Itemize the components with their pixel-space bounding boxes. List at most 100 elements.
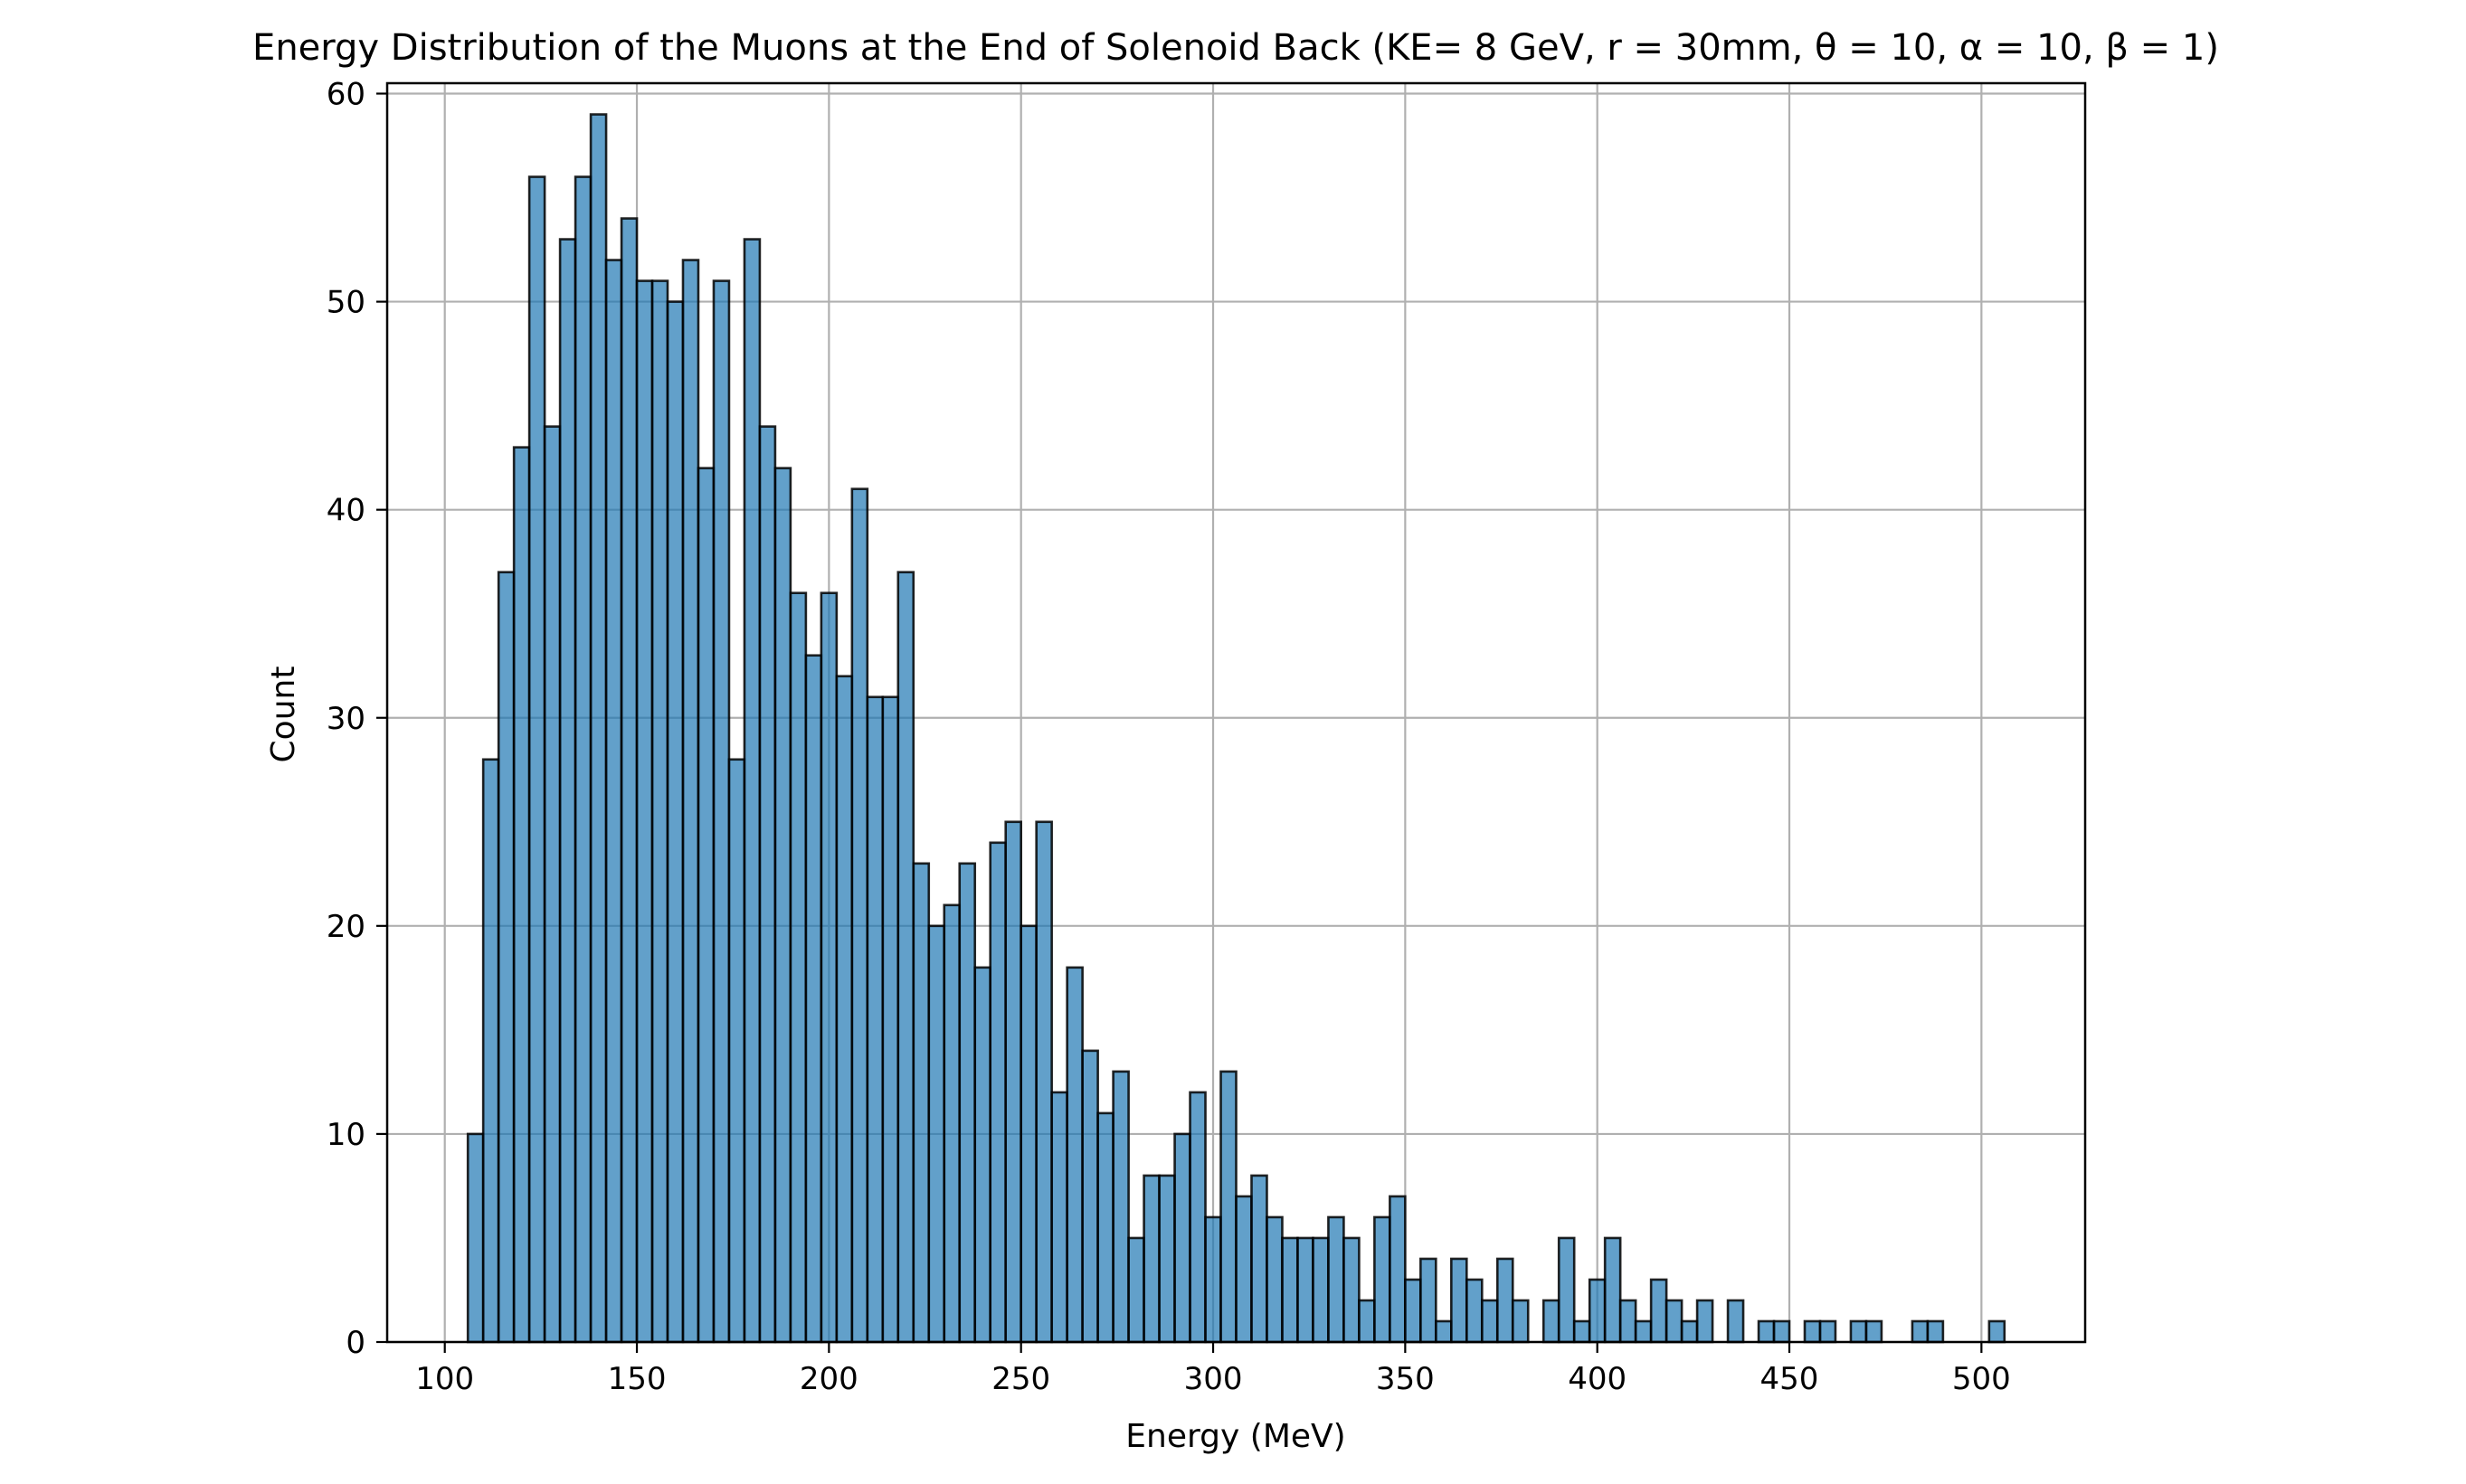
histogram-bar xyxy=(927,924,946,1344)
histogram-bar xyxy=(1926,1319,1945,1344)
x-tick-label: 350 xyxy=(1376,1361,1435,1397)
histogram-bar xyxy=(1757,1319,1776,1344)
histogram-bar xyxy=(1987,1319,2006,1344)
histogram-bar xyxy=(1050,1091,1068,1344)
histogram-bar xyxy=(1312,1236,1330,1344)
histogram-bar xyxy=(604,259,623,1344)
histogram-bar xyxy=(1250,1174,1268,1344)
histogram-bar xyxy=(589,113,608,1344)
histogram-bar xyxy=(896,571,915,1344)
histogram-bar xyxy=(1081,1049,1099,1344)
histogram-bar xyxy=(881,695,900,1344)
histogram-bar xyxy=(1665,1299,1684,1344)
histogram-bar xyxy=(789,591,808,1344)
histogram-bar xyxy=(1389,1195,1407,1344)
histogram-bar xyxy=(1112,1070,1130,1344)
histogram-bar xyxy=(1296,1236,1314,1344)
histogram-bar xyxy=(1450,1257,1468,1344)
histogram-bar xyxy=(512,446,531,1344)
histogram-bar xyxy=(743,238,762,1344)
histogram-bar xyxy=(866,695,885,1344)
histogram-bar xyxy=(1588,1278,1607,1344)
histogram-bar xyxy=(973,966,992,1344)
histogram-bar xyxy=(497,571,516,1344)
histogram-bar xyxy=(1143,1174,1161,1344)
histogram-bar xyxy=(1096,1111,1114,1344)
histogram-bar xyxy=(1004,820,1022,1344)
histogram-bar xyxy=(989,841,1008,1344)
histogram-bar xyxy=(1404,1278,1422,1344)
chart-title: Energy Distribution of the Muons at the … xyxy=(252,27,2219,69)
y-tick-label: 60 xyxy=(327,77,365,113)
histogram-bar xyxy=(1358,1299,1376,1344)
histogram-bar xyxy=(1266,1215,1284,1344)
histogram-bar xyxy=(1066,966,1084,1344)
histogram-bar xyxy=(1035,820,1053,1344)
x-tick-label: 200 xyxy=(800,1361,858,1397)
histogram-bar xyxy=(620,217,639,1344)
y-tick-label: 50 xyxy=(327,285,365,321)
plot-frame xyxy=(385,81,2087,1344)
y-axis-label: Count xyxy=(265,666,302,763)
x-tick-label: 450 xyxy=(1760,1361,1819,1397)
y-tick-label: 20 xyxy=(327,909,365,945)
y-tick-label: 10 xyxy=(327,1117,365,1153)
histogram-bar xyxy=(466,1132,485,1344)
histogram-bar xyxy=(543,425,562,1344)
histogram-bar xyxy=(1911,1319,1930,1344)
histogram-bar xyxy=(1695,1299,1714,1344)
x-tick-label: 250 xyxy=(991,1361,1050,1397)
histogram-bar xyxy=(912,862,931,1344)
histogram-bar xyxy=(943,903,962,1344)
histogram-bar xyxy=(1511,1299,1530,1344)
histogram-bar xyxy=(1127,1236,1145,1344)
y-tick-label: 0 xyxy=(346,1325,365,1361)
histogram-bar xyxy=(1541,1299,1560,1344)
histogram-bar xyxy=(1726,1299,1745,1344)
histogram-bar xyxy=(1557,1236,1576,1344)
histogram-bar xyxy=(1419,1257,1437,1344)
histogram-bar xyxy=(1649,1278,1668,1344)
histogram-bar xyxy=(1772,1319,1791,1344)
histogram-bar xyxy=(1235,1195,1253,1344)
histogram-bar xyxy=(850,487,869,1344)
histogram-bar xyxy=(1864,1319,1883,1344)
x-tick-label: 150 xyxy=(608,1361,667,1397)
y-tick-label: 40 xyxy=(327,493,365,529)
histogram-bar xyxy=(804,654,823,1344)
histogram-bar xyxy=(712,279,731,1344)
histogram-bar xyxy=(820,591,839,1344)
ticks-layer: 100 150 200 250 300 350 400 450 500 0 10 20 30 40 50 60 xyxy=(327,77,2011,1397)
x-tick-label: 400 xyxy=(1568,1361,1627,1397)
histogram-bar xyxy=(635,279,654,1344)
histogram-bar xyxy=(773,467,792,1344)
histogram-bar xyxy=(574,175,593,1344)
histogram-bar xyxy=(1373,1215,1391,1344)
histogram-bar xyxy=(1603,1236,1622,1344)
histogram-bar xyxy=(481,758,500,1344)
histogram-bar xyxy=(1158,1174,1176,1344)
x-tick-label: 500 xyxy=(1952,1361,2011,1397)
histogram-bar xyxy=(1020,924,1038,1344)
histogram-bar xyxy=(835,675,854,1344)
x-axis-label: Energy (MeV) xyxy=(1125,1418,1345,1455)
histogram-bar xyxy=(1189,1091,1207,1344)
histogram-bar xyxy=(727,758,746,1344)
histogram-bar xyxy=(697,467,716,1344)
x-tick-label: 300 xyxy=(1184,1361,1243,1397)
histogram-bar xyxy=(1465,1278,1484,1344)
histogram-bar xyxy=(1204,1215,1222,1344)
histogram-bar xyxy=(666,300,685,1344)
histogram-bar xyxy=(758,425,777,1344)
histogram-bar xyxy=(1634,1319,1653,1344)
histogram-bar xyxy=(681,259,700,1344)
histogram-bar xyxy=(1849,1319,1868,1344)
histogram-bar xyxy=(1803,1319,1822,1344)
y-tick-label: 30 xyxy=(327,701,365,737)
histogram-bar xyxy=(650,279,669,1344)
histogram-bar xyxy=(1219,1070,1238,1344)
histogram-bar xyxy=(1435,1319,1453,1344)
histogram-bar xyxy=(1342,1236,1361,1344)
